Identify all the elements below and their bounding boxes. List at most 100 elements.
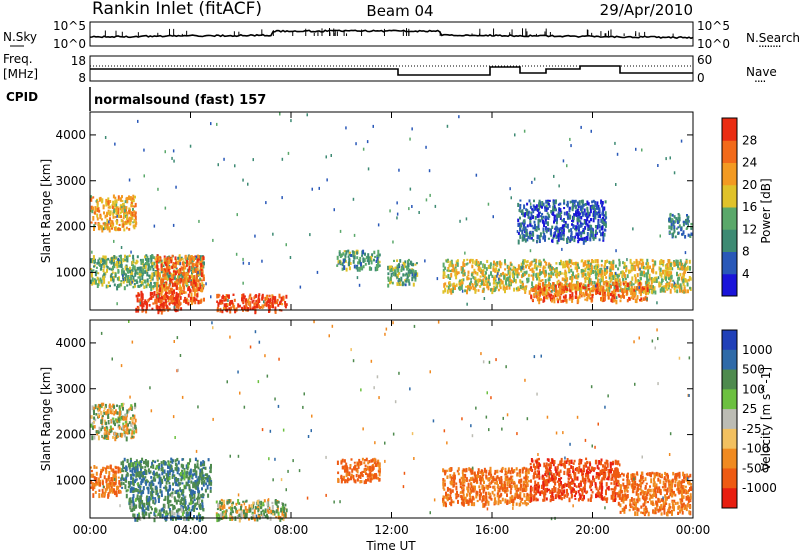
echo-cell xyxy=(197,287,200,292)
echo-cell xyxy=(159,488,162,494)
echo-cell xyxy=(596,265,598,270)
echo-cell xyxy=(201,284,204,287)
echo-cell xyxy=(131,497,134,502)
echo-cell xyxy=(519,227,522,232)
echo-cell xyxy=(550,228,552,234)
echo-cell xyxy=(169,500,172,503)
echo-cell xyxy=(162,305,165,310)
echo-cell xyxy=(122,469,125,473)
echo-cell xyxy=(545,284,548,287)
echo-cell xyxy=(130,423,133,427)
echo-cell xyxy=(187,512,190,517)
echo-cell xyxy=(156,268,159,271)
echo-cell xyxy=(196,482,199,486)
echo-cell xyxy=(177,256,180,260)
echo-cell xyxy=(167,256,170,260)
echo-cell xyxy=(187,257,190,261)
echo-cell xyxy=(534,264,537,268)
echo-cell xyxy=(159,515,162,518)
echo-cell xyxy=(197,477,200,481)
echo-cell xyxy=(571,199,574,203)
echo-speck xyxy=(580,125,582,129)
echo-cell xyxy=(146,258,148,263)
echo-cell xyxy=(107,435,110,440)
echo-speck xyxy=(415,276,417,280)
echo-cell xyxy=(175,298,178,303)
echo-cell xyxy=(480,269,483,274)
echo-cell xyxy=(169,493,172,497)
echo-cell xyxy=(171,254,174,258)
echo-cell xyxy=(184,485,186,490)
echo-cell xyxy=(525,270,528,274)
echo-cell xyxy=(600,267,603,272)
echo-cell xyxy=(151,276,154,281)
echo-cell xyxy=(132,265,135,270)
echo-cell xyxy=(649,285,652,290)
echo-cell xyxy=(197,514,200,517)
echo-cell xyxy=(660,286,663,292)
echo-cell xyxy=(138,276,141,279)
echo-cell xyxy=(606,289,609,292)
echo-cell xyxy=(221,310,224,314)
echo-speck xyxy=(446,124,449,128)
echo-cell xyxy=(601,206,604,211)
echo-cell xyxy=(562,291,565,294)
echo-cell xyxy=(168,484,171,489)
echo-cell xyxy=(180,497,183,502)
echo-cell xyxy=(667,259,670,264)
echo-cell xyxy=(668,277,670,281)
echo-cell xyxy=(118,467,121,472)
echo-cell xyxy=(683,263,686,268)
echo-cell xyxy=(261,296,264,301)
echo-cell xyxy=(552,236,555,240)
echo-cell xyxy=(555,225,558,228)
echo-cell xyxy=(558,229,561,232)
echo-cell xyxy=(591,200,594,204)
echo-cell xyxy=(179,258,182,261)
echo-cell xyxy=(140,260,143,265)
echo-cell xyxy=(138,266,141,271)
echo-cell xyxy=(341,262,344,267)
echo-cell xyxy=(92,483,95,489)
echo-speck xyxy=(429,193,431,197)
echo-cell xyxy=(378,260,381,264)
echo-cell xyxy=(550,210,553,214)
echo-cell xyxy=(581,213,584,217)
echo-cell xyxy=(153,517,156,523)
echo-cell xyxy=(101,416,104,421)
echo-cell xyxy=(189,472,192,475)
echo-cell xyxy=(192,277,195,281)
colorbar-tick-label: 16 xyxy=(742,200,757,214)
echo-cell xyxy=(185,474,188,479)
echo-speck xyxy=(113,239,115,243)
echo-cell xyxy=(149,265,152,271)
echo-cell xyxy=(560,282,563,286)
echo-cell xyxy=(127,410,130,413)
echo-cell xyxy=(122,416,125,421)
echo-cell xyxy=(156,277,159,282)
echo-cell xyxy=(476,279,479,283)
echo-cell xyxy=(495,282,498,287)
echo-cell xyxy=(139,266,142,272)
echo-cell xyxy=(515,271,518,274)
echo-speck xyxy=(234,164,236,168)
echo-cell xyxy=(98,489,101,492)
echo-cell xyxy=(450,259,453,264)
echo-cell xyxy=(580,269,583,273)
echo-cell xyxy=(640,271,643,276)
echo-cell xyxy=(202,460,205,464)
echo-cell xyxy=(138,284,141,288)
echo-cell xyxy=(104,255,107,259)
echo-cell xyxy=(535,225,538,229)
echo-cell xyxy=(575,212,578,217)
echo-cell xyxy=(559,285,562,289)
echo-cell xyxy=(102,467,105,470)
echo-cell xyxy=(163,268,166,272)
echo-cell xyxy=(601,270,604,275)
echo-cell xyxy=(586,200,589,206)
echo-cell xyxy=(182,263,185,267)
echo-cell xyxy=(166,264,168,269)
echo-cell xyxy=(455,275,458,280)
echo-cell xyxy=(148,483,151,487)
echo-cell xyxy=(172,300,175,304)
